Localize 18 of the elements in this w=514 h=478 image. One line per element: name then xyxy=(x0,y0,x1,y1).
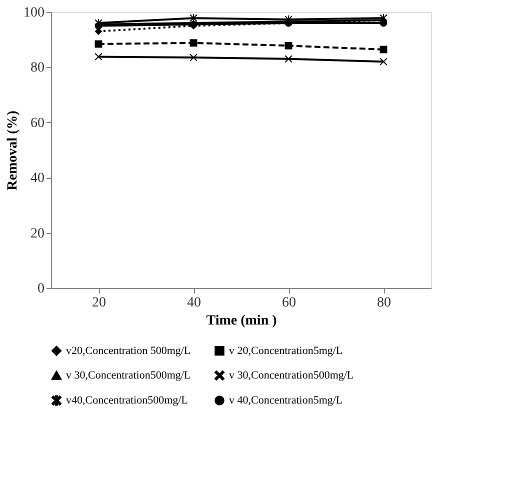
x-tick-label: 40 xyxy=(187,296,201,310)
x-tick-label: 60 xyxy=(282,296,296,310)
legend-label: v20,Concentration 500mg/L xyxy=(66,344,191,357)
legend-label: v40,Concentration500mg/L xyxy=(66,394,188,406)
y-tick-label: 100 xyxy=(24,6,44,20)
legend-label: v 20,Concentration5mg/L xyxy=(229,344,343,357)
y-tick-label: 60 xyxy=(30,116,44,131)
x-tick-label: 20 xyxy=(92,296,106,310)
legend-label: v 40,Concentration5mg/L xyxy=(229,394,343,406)
legend-label: v 30,Concentration500mg/L xyxy=(229,370,354,382)
y-axis-title: Removal (%) xyxy=(6,110,20,190)
y-tick-label: 0 xyxy=(38,282,44,296)
legend-label: v 30,Concentration500mg/L xyxy=(66,370,191,382)
y-tick-label: 40 xyxy=(30,171,44,186)
y-tick-label: 80 xyxy=(30,60,44,76)
x-axis-title: Time (min ) xyxy=(206,314,278,328)
x-tick-label: 80 xyxy=(377,296,391,310)
y-tick-label: 20 xyxy=(30,226,44,242)
